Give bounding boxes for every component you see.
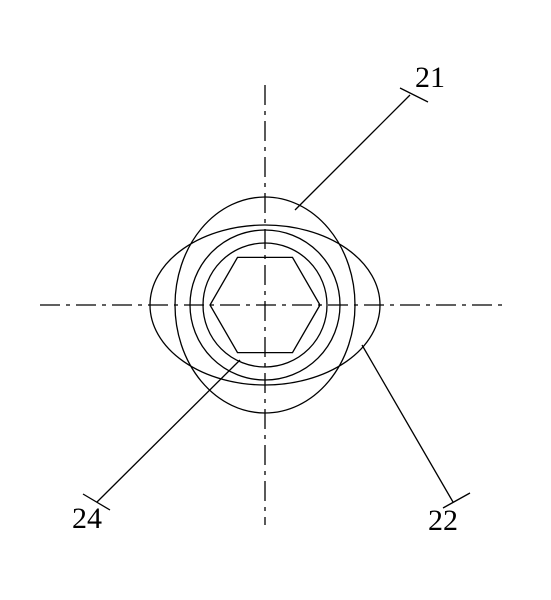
mechanical-drawing: 21 22 24 [0, 0, 551, 600]
label-22: 22 [428, 504, 458, 537]
leader-22 [362, 345, 453, 502]
label-21: 21 [415, 61, 445, 94]
leader-21 [295, 95, 410, 210]
leader-24 [97, 360, 240, 502]
label-24: 24 [72, 502, 102, 535]
